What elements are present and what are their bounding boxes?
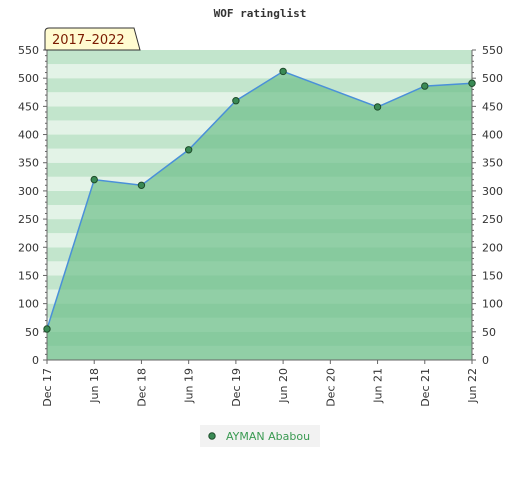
y-tick-label-left: 350 bbox=[18, 157, 39, 170]
y-tick-label-right: 550 bbox=[482, 44, 503, 57]
y-tick-label-right: 0 bbox=[482, 354, 489, 367]
y-tick-label-right: 250 bbox=[482, 213, 503, 226]
period-badge-shape bbox=[44, 27, 141, 51]
y-tick-label-left: 200 bbox=[18, 241, 39, 254]
y-tick-label-left: 300 bbox=[18, 185, 39, 198]
period-badge: 2017–2022 bbox=[44, 27, 141, 51]
background-band bbox=[47, 64, 472, 79]
y-tick-label-left: 150 bbox=[18, 269, 39, 282]
data-point bbox=[373, 103, 382, 111]
y-tick-label-right: 200 bbox=[482, 241, 503, 254]
data-point bbox=[184, 146, 193, 154]
y-tick-label-left: 50 bbox=[25, 326, 39, 339]
y-tick-label-left: 500 bbox=[18, 72, 39, 85]
chart-title: WOF ratinglist bbox=[214, 7, 307, 20]
data-point bbox=[90, 175, 98, 184]
y-tick-label-left: 400 bbox=[18, 129, 39, 142]
x-tick-label: Jun 19 bbox=[183, 368, 196, 404]
y-tick-label-right: 300 bbox=[482, 185, 503, 198]
legend-label: AYMAN Ababou bbox=[226, 430, 310, 443]
x-tick-label: Dec 18 bbox=[135, 368, 148, 407]
data-markers bbox=[43, 67, 476, 333]
data-point bbox=[421, 82, 429, 90]
y-tick-label-left: 550 bbox=[18, 44, 39, 57]
y-tick-label-right: 100 bbox=[482, 298, 503, 311]
x-tick-label: Dec 17 bbox=[41, 368, 54, 407]
data-point bbox=[279, 67, 287, 76]
data-point bbox=[232, 97, 240, 105]
legend[interactable]: AYMAN Ababou bbox=[200, 425, 320, 447]
data-point bbox=[468, 79, 476, 87]
legend-background bbox=[200, 425, 320, 447]
y-tick-label-left: 100 bbox=[18, 298, 39, 311]
y-tick-label-right: 500 bbox=[482, 72, 503, 85]
y-tick-label-left: 250 bbox=[18, 213, 39, 226]
y-tick-label-left: 450 bbox=[18, 100, 39, 113]
y-tick-label-right: 150 bbox=[482, 269, 503, 282]
y-tick-label-right: 400 bbox=[482, 129, 503, 142]
series-area bbox=[47, 71, 472, 360]
background-band bbox=[47, 50, 472, 65]
x-tick-label: Jun 22 bbox=[466, 368, 479, 404]
x-tick-label: Dec 21 bbox=[419, 368, 432, 407]
y-tick-label-right: 450 bbox=[482, 100, 503, 113]
data-point bbox=[43, 325, 51, 333]
x-tick-label: Jun 18 bbox=[88, 368, 101, 404]
axes: 0 0 50 50 100 100 150 150 200 200 250 250 300 300 350 3… bbox=[18, 44, 503, 407]
y-tick-label-left: 0 bbox=[32, 354, 39, 367]
y-tick-label-right: 350 bbox=[482, 157, 503, 170]
period-badge-label: 2017–2022 bbox=[52, 33, 125, 48]
x-tick-label: Dec 19 bbox=[230, 368, 243, 407]
y-tick-label-right: 50 bbox=[482, 326, 496, 339]
data-point bbox=[137, 181, 146, 189]
legend-marker bbox=[208, 432, 216, 440]
x-tick-label: Dec 20 bbox=[324, 368, 337, 407]
x-tick-label: Jun 21 bbox=[372, 368, 385, 404]
x-tick-label: Jun 20 bbox=[277, 368, 290, 404]
